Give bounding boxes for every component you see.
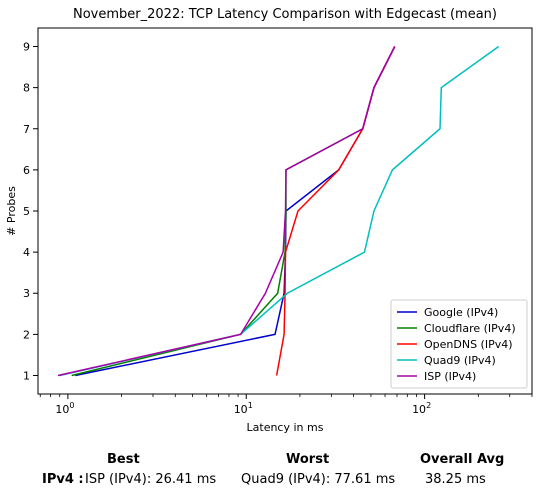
y-tick-label: 3 — [23, 287, 30, 300]
best-header: Best — [107, 452, 140, 467]
y-tick-label: 6 — [23, 164, 30, 177]
y-tick-label: 9 — [23, 41, 30, 54]
plot-area — [57, 45, 500, 377]
latency-chart: November_2022: TCP Latency Comparison wi… — [5, 7, 533, 434]
worst-value: Quad9 (IPv4): 77.61 ms — [241, 472, 396, 487]
chart-title: November_2022: TCP Latency Comparison wi… — [73, 7, 497, 22]
y-tick-label: 8 — [23, 82, 30, 95]
y-tick-label: 5 — [23, 205, 30, 218]
series-line-3 — [275, 46, 396, 376]
best-value: ISP (IPv4): 26.41 ms — [85, 472, 217, 487]
x-axis-label: Latency in ms — [247, 421, 324, 434]
overall-avg-value: 38.25 ms — [425, 472, 486, 487]
y-tick-label: 4 — [23, 246, 30, 259]
worst-header: Worst — [286, 452, 330, 467]
legend-label: ISP (IPv4) — [424, 370, 476, 383]
x-tick-label: 100 — [55, 401, 74, 416]
y-tick-label: 2 — [23, 328, 30, 341]
y-axis-label: # Probes — [5, 186, 18, 236]
y-tick-label: 1 — [23, 369, 30, 382]
legend-label: Google (IPv4) — [424, 306, 498, 319]
overall-avg-header: Overall Avg — [420, 452, 505, 467]
ipv4-row-label: IPv4 : — [42, 472, 84, 487]
x-tick-label: 101 — [234, 401, 253, 416]
y-tick-label: 7 — [23, 123, 30, 136]
legend-label: Quad9 (IPv4) — [424, 354, 496, 367]
legend-box — [390, 299, 528, 389]
x-tick-label: 102 — [412, 401, 431, 416]
legend: Google (IPv4) Cloudflare (IPv4) OpenDNS (I… — [390, 299, 528, 389]
series-line-1 — [75, 46, 396, 377]
series-line-2 — [71, 46, 396, 377]
axis-ticks: 100 101 102 1 2 3 4 5 6 7 8 9 — [23, 41, 533, 416]
legend-label: Cloudflare (IPv4) — [424, 322, 516, 335]
series-line-4 — [59, 45, 500, 377]
legend-label: OpenDNS (IPv4) — [424, 338, 513, 351]
series-line-5 — [57, 46, 396, 377]
